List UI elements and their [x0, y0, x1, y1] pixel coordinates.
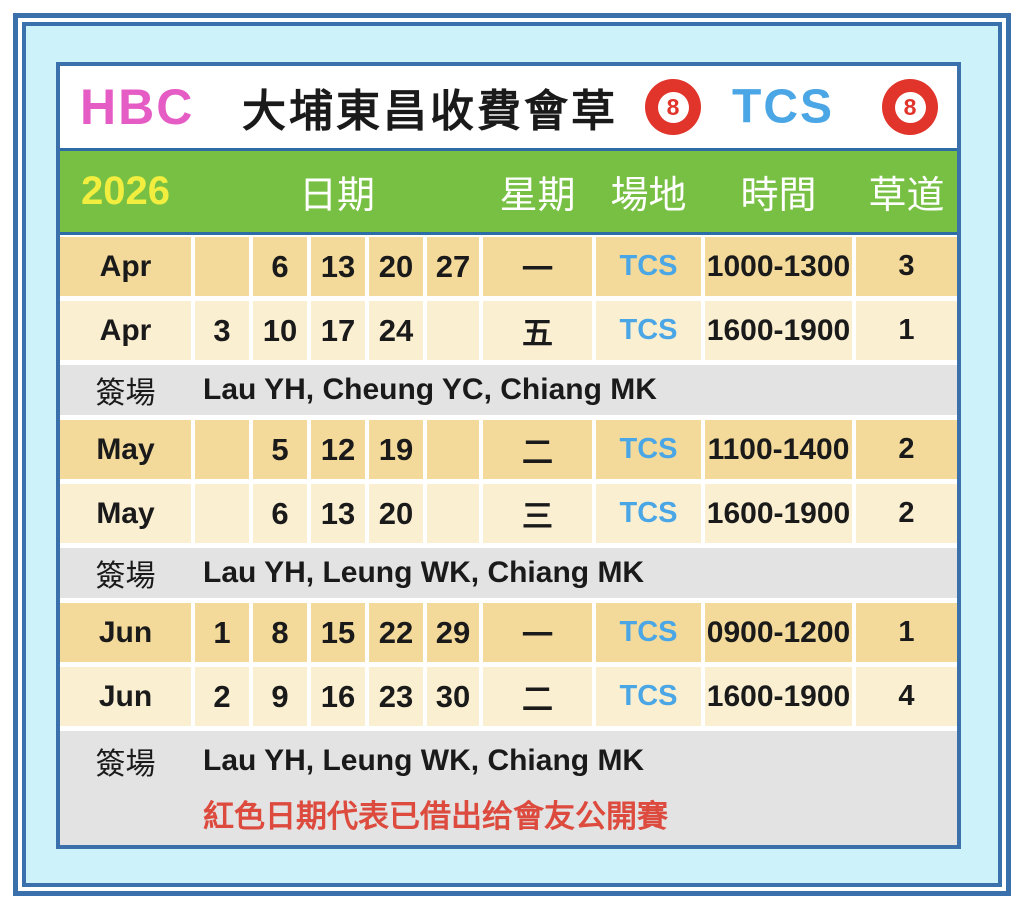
schedule-row: May 6 13 20 三 TCS 1600-1900 2	[60, 484, 957, 543]
time-cell: 1100-1400	[705, 420, 852, 479]
date-cell: 12	[311, 420, 365, 479]
date-cell: 15	[311, 603, 365, 662]
signup-row: 簽場 Lau YH, Cheung YC, Chiang MK	[60, 365, 957, 415]
date-cell: 5	[253, 420, 307, 479]
date-cell: 24	[369, 301, 423, 360]
date-cell: 29	[427, 603, 479, 662]
red-date-note: 紅色日期代表已借出给會友公開賽	[203, 799, 668, 834]
venue-cell: TCS	[596, 667, 701, 726]
weekday-cell: 五	[483, 301, 592, 360]
date-cell: 16	[311, 667, 365, 726]
column-header-weekday: 星期	[499, 175, 576, 217]
eight-ball-number: 8	[894, 91, 926, 123]
lane-cell: 2	[856, 484, 957, 543]
date-cell: 22	[369, 603, 423, 662]
date-cell: 20	[369, 237, 423, 296]
page-title: 大埔東昌收費會草	[242, 87, 618, 136]
date-cell	[427, 484, 479, 543]
date-cell	[195, 237, 249, 296]
time-cell: 1600-1900	[705, 301, 852, 360]
date-cell: 10	[253, 301, 307, 360]
month-cell: Jun	[60, 603, 191, 662]
date-cell: 6	[253, 484, 307, 543]
venue-cell: TCS	[596, 420, 701, 479]
date-cell: 19	[369, 420, 423, 479]
lane-cell: 4	[856, 667, 957, 726]
month-cell: Apr	[60, 301, 191, 360]
signup-names: Lau YH, Cheung YC, Chiang MK	[203, 373, 657, 406]
year-label: 2026	[81, 169, 170, 213]
venue-cell: TCS	[596, 603, 701, 662]
date-cell: 17	[311, 301, 365, 360]
club-abbrev: HBC	[80, 79, 195, 135]
schedule-row: Apr 3 10 17 24 五 TCS 1600-1900 1	[60, 301, 957, 360]
eight-ball-icon: 8	[645, 79, 701, 135]
date-cell: 13	[311, 484, 365, 543]
venue-cell: TCS	[596, 301, 701, 360]
venue-cell: TCS	[596, 237, 701, 296]
eight-ball-number: 8	[657, 91, 689, 123]
schedule-row: Apr 6 13 20 27 一 TCS 1000-1300 3	[60, 237, 957, 296]
column-header-time: 時間	[740, 175, 817, 217]
schedule-row: Jun 2 9 16 23 30 二 TCS 1600-1900 4	[60, 667, 957, 726]
card-header: HBC 大埔東昌收費會草 8 TCS 8	[60, 66, 957, 148]
lane-cell: 1	[856, 603, 957, 662]
month-cell: May	[60, 484, 191, 543]
column-header-lane: 草道	[868, 175, 945, 217]
signup-row: 簽場 Lau YH, Leung WK, Chiang MK	[60, 731, 957, 791]
date-cell: 2	[195, 667, 249, 726]
schedule-row: May 5 12 19 二 TCS 1100-1400 2	[60, 420, 957, 479]
signup-names: Lau YH, Leung WK, Chiang MK	[203, 744, 645, 777]
lane-cell: 1	[856, 301, 957, 360]
date-cell: 9	[253, 667, 307, 726]
time-cell: 1600-1900	[705, 667, 852, 726]
column-header-date: 日期	[298, 175, 375, 217]
signup-label: 簽場	[95, 377, 156, 410]
month-cell: May	[60, 420, 191, 479]
schedule-card: HBC 大埔東昌收費會草 8 TCS 8 2026 日期 星期 場地 時間 草道…	[56, 62, 961, 849]
date-cell: 13	[311, 237, 365, 296]
date-cell	[195, 484, 249, 543]
date-cell	[427, 420, 479, 479]
date-cell: 1	[195, 603, 249, 662]
date-cell: 6	[253, 237, 307, 296]
weekday-cell: 三	[483, 484, 592, 543]
footer-section: 簽場 Lau YH, Leung WK, Chiang MK 紅色日期代表已借出给會…	[60, 731, 957, 845]
date-cell: 30	[427, 667, 479, 726]
date-cell	[195, 420, 249, 479]
venue-abbrev: TCS	[732, 80, 834, 134]
date-cell: 20	[369, 484, 423, 543]
lane-cell: 3	[856, 237, 957, 296]
date-cell: 8	[253, 603, 307, 662]
outer-border-frame	[13, 13, 1011, 896]
date-cell	[427, 301, 479, 360]
month-cell: Jun	[60, 667, 191, 726]
date-cell: 3	[195, 301, 249, 360]
date-cell: 27	[427, 237, 479, 296]
lane-cell: 2	[856, 420, 957, 479]
eight-ball-icon: 8	[882, 79, 938, 135]
signup-names: Lau YH, Leung WK, Chiang MK	[203, 556, 645, 589]
time-cell: 0900-1200	[705, 603, 852, 662]
column-header-venue: 場地	[610, 175, 687, 217]
month-cell: Apr	[60, 237, 191, 296]
time-cell: 1600-1900	[705, 484, 852, 543]
weekday-cell: 二	[483, 667, 592, 726]
date-cell: 23	[369, 667, 423, 726]
table-header-row: 2026 日期 星期 場地 時間 草道	[60, 148, 957, 235]
weekday-cell: 一	[483, 237, 592, 296]
signup-label: 簽場	[95, 748, 156, 781]
schedule-row: Jun 1 8 15 22 29 一 TCS 0900-1200 1	[60, 603, 957, 662]
venue-cell: TCS	[596, 484, 701, 543]
weekday-cell: 二	[483, 420, 592, 479]
weekday-cell: 一	[483, 603, 592, 662]
table-body: Apr 6 13 20 27 一 TCS 1000-1300 3 Apr 3 10 17 24 五 TCS 16…	[60, 235, 957, 845]
signup-row: 簽場 Lau YH, Leung WK, Chiang MK	[60, 548, 957, 598]
signup-label: 簽場	[95, 560, 156, 593]
time-cell: 1000-1300	[705, 237, 852, 296]
